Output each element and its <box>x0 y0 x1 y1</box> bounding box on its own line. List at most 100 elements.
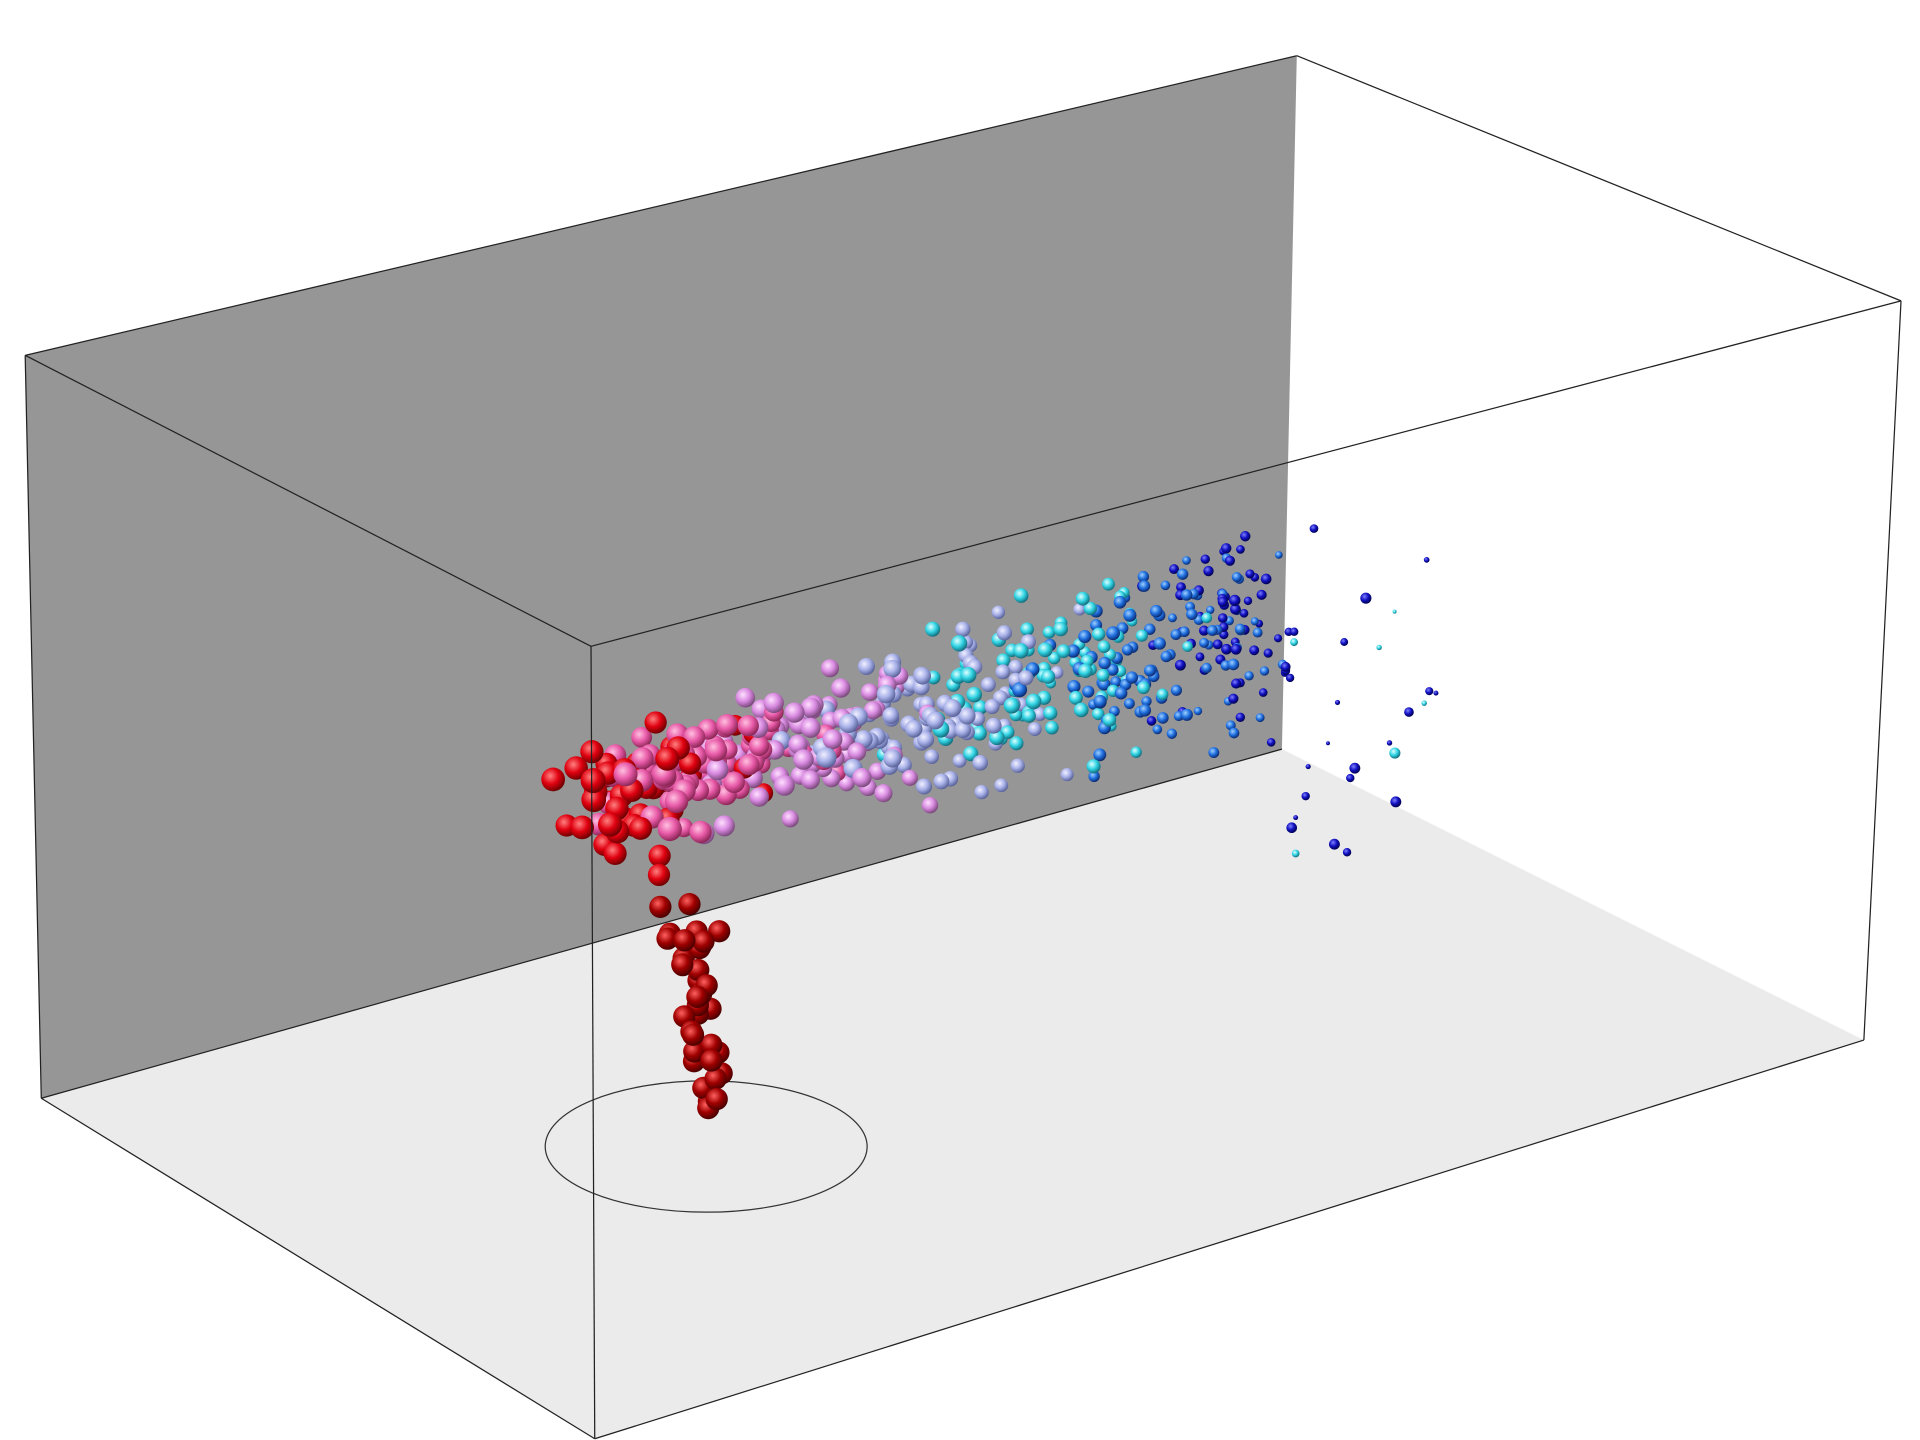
particle <box>1168 613 1177 623</box>
particle <box>692 930 715 953</box>
particle <box>737 715 759 737</box>
particle <box>904 720 923 738</box>
particle <box>1392 609 1397 614</box>
particle <box>1066 644 1080 658</box>
particle <box>972 755 988 771</box>
particle <box>1032 707 1047 721</box>
particle <box>1309 524 1319 533</box>
particle <box>1143 664 1156 677</box>
particle <box>1096 668 1110 682</box>
particle <box>1182 556 1191 565</box>
particle <box>631 747 654 770</box>
particle <box>901 769 918 786</box>
particle <box>683 726 706 748</box>
particle <box>1170 684 1183 696</box>
particle <box>1328 838 1340 850</box>
particle <box>705 1087 728 1111</box>
particle <box>597 812 623 837</box>
particle <box>995 664 1011 680</box>
particle <box>1156 688 1169 701</box>
particle <box>876 684 896 704</box>
particle <box>1138 704 1152 717</box>
particle <box>749 787 769 807</box>
particle <box>1060 768 1074 782</box>
particle <box>989 729 1005 746</box>
particle <box>1260 573 1272 585</box>
particle <box>921 797 939 814</box>
particle <box>991 605 1006 619</box>
particle <box>1102 713 1117 727</box>
particle <box>1228 727 1240 739</box>
particle <box>1048 651 1061 665</box>
particle <box>1078 629 1092 644</box>
particle <box>1228 693 1239 704</box>
particle <box>985 717 1002 734</box>
particle <box>996 653 1011 668</box>
particle <box>1186 608 1198 620</box>
edge <box>24 355 42 1099</box>
particle <box>1235 712 1246 722</box>
particle <box>1102 577 1115 591</box>
particle <box>1245 569 1255 579</box>
particle <box>1249 645 1260 656</box>
particle <box>673 929 696 952</box>
particle <box>1003 697 1020 714</box>
particle <box>950 635 968 652</box>
particle <box>1230 643 1242 655</box>
particle <box>1433 690 1439 696</box>
particle <box>1195 652 1205 662</box>
particle <box>1252 627 1263 638</box>
particle <box>1083 601 1098 616</box>
particle <box>943 698 962 718</box>
particle <box>1078 663 1093 679</box>
particle <box>1176 582 1186 593</box>
particle <box>1160 580 1171 591</box>
particle <box>1149 604 1163 618</box>
particle <box>656 927 679 950</box>
particle <box>664 789 689 814</box>
particle <box>1182 641 1193 652</box>
particle <box>1106 626 1120 641</box>
particle <box>1301 791 1310 801</box>
back-wall <box>25 55 1297 1099</box>
particle <box>541 767 566 792</box>
particle <box>1091 707 1105 721</box>
particle <box>1144 623 1156 635</box>
particle <box>1231 572 1242 583</box>
particle <box>1073 702 1089 718</box>
particle <box>820 659 840 678</box>
edge <box>1863 300 1902 1041</box>
particle <box>1170 629 1182 641</box>
particle <box>1227 658 1240 671</box>
particle <box>713 815 735 837</box>
particle <box>1075 591 1090 606</box>
particle <box>1290 638 1299 647</box>
particle <box>1152 724 1163 735</box>
particle <box>925 621 941 637</box>
particle <box>700 1033 723 1056</box>
particle <box>1423 557 1430 563</box>
particle <box>958 707 976 725</box>
particle <box>917 730 935 748</box>
particle <box>960 667 977 684</box>
particle <box>1010 758 1025 773</box>
particle <box>683 1040 706 1063</box>
particle <box>1082 685 1095 698</box>
particle <box>1229 594 1241 607</box>
particle <box>1045 720 1059 735</box>
particle <box>706 758 729 781</box>
particle <box>994 778 1009 793</box>
particle <box>1135 629 1148 642</box>
particle <box>1342 848 1352 857</box>
particle <box>1123 608 1137 622</box>
particle <box>1240 531 1251 542</box>
particle <box>966 686 983 703</box>
particle <box>1123 698 1135 709</box>
particle <box>1113 595 1127 609</box>
particle <box>882 707 900 724</box>
particle <box>863 701 882 720</box>
particle <box>852 768 872 788</box>
particle <box>681 1023 705 1046</box>
particle <box>1231 678 1242 689</box>
